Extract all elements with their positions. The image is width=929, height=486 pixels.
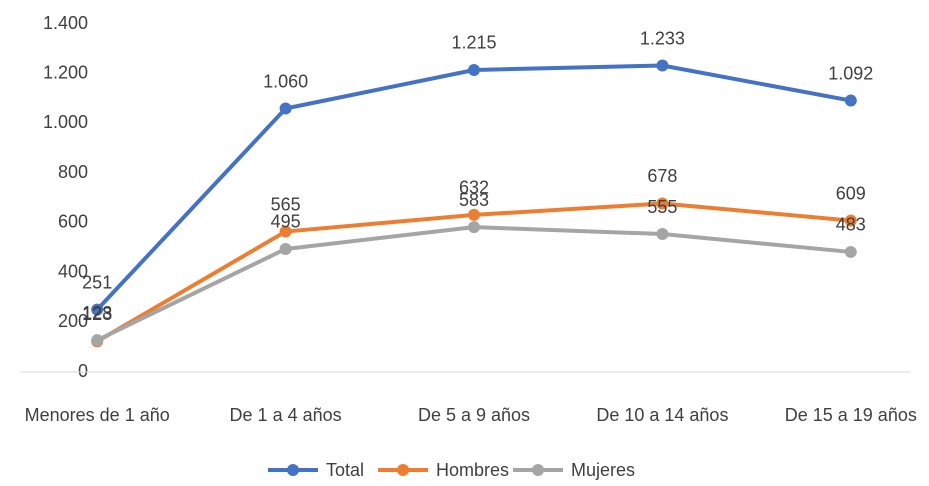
point <box>844 94 857 107</box>
point <box>468 221 480 234</box>
data-label: 555 <box>647 197 677 217</box>
data-label: 1.233 <box>640 28 685 48</box>
y-tick-label: 400 <box>58 261 88 281</box>
x-tick-label: Menores de 1 año <box>25 405 170 425</box>
data-label: 583 <box>459 190 489 210</box>
y-tick-label: 1.200 <box>43 62 88 82</box>
data-label: 483 <box>836 215 866 235</box>
point <box>844 214 857 227</box>
x-tick-label: De 10 a 14 años <box>596 405 728 425</box>
point <box>279 242 292 255</box>
x-tick-label: De 1 a 4 años <box>230 405 342 425</box>
point <box>656 228 669 241</box>
point <box>656 59 669 72</box>
point <box>656 197 669 210</box>
legend-marker <box>532 464 544 476</box>
data-label: 678 <box>647 166 677 186</box>
point <box>279 225 292 238</box>
y-tick-label: 800 <box>58 162 88 182</box>
data-label: 1.060 <box>263 71 308 91</box>
series-line <box>96 225 851 342</box>
point <box>468 63 480 76</box>
legend-marker <box>287 464 299 476</box>
point <box>844 245 857 258</box>
point <box>91 334 104 347</box>
data-label: 495 <box>271 212 301 232</box>
data-label: 123 <box>82 304 112 324</box>
legend-marker <box>397 464 409 476</box>
legend-label: Total <box>326 460 364 480</box>
data-label: 632 <box>459 178 489 198</box>
point <box>279 102 292 115</box>
y-tick-label: 600 <box>58 212 88 232</box>
y-tick-label: 1.000 <box>43 112 88 132</box>
data-label: 128 <box>82 303 112 323</box>
legend-label: Mujeres <box>571 460 635 480</box>
legend-label: Hombres <box>436 460 509 480</box>
y-tick-label: 1.400 <box>43 13 88 33</box>
data-label: 1.215 <box>451 33 496 53</box>
point <box>468 208 480 221</box>
point <box>91 303 104 316</box>
y-tick-label: 0 <box>78 361 88 381</box>
y-tick-label: 200 <box>58 311 88 331</box>
data-label: 565 <box>271 194 301 214</box>
x-tick-label: De 5 a 9 años <box>418 405 530 425</box>
x-tick-label: De 15 a 19 años <box>785 405 917 425</box>
data-label: 1.092 <box>828 63 873 83</box>
data-label: 609 <box>836 183 866 203</box>
data-label: 251 <box>82 272 112 292</box>
